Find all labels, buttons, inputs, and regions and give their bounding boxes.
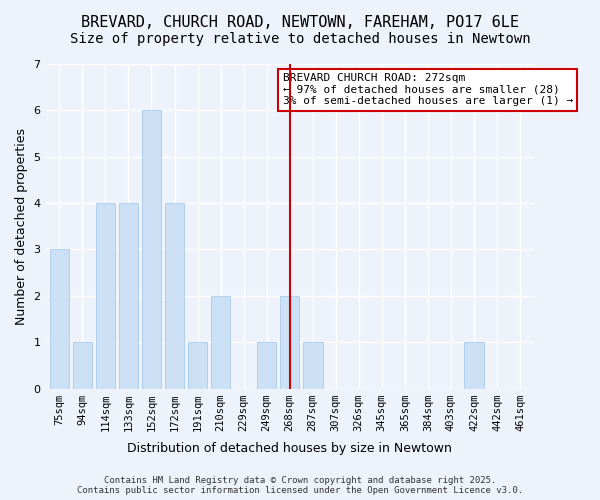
X-axis label: Distribution of detached houses by size in Newtown: Distribution of detached houses by size … bbox=[127, 442, 452, 455]
Text: BREVARD, CHURCH ROAD, NEWTOWN, FAREHAM, PO17 6LE: BREVARD, CHURCH ROAD, NEWTOWN, FAREHAM, … bbox=[81, 15, 519, 30]
Text: Contains HM Land Registry data © Crown copyright and database right 2025.
Contai: Contains HM Land Registry data © Crown c… bbox=[77, 476, 523, 495]
Bar bbox=[211, 296, 230, 388]
Bar bbox=[95, 203, 115, 388]
Bar bbox=[142, 110, 161, 388]
Bar bbox=[165, 203, 184, 388]
Bar bbox=[73, 342, 92, 388]
Text: Size of property relative to detached houses in Newtown: Size of property relative to detached ho… bbox=[70, 32, 530, 46]
Bar bbox=[464, 342, 484, 388]
Bar bbox=[257, 342, 277, 388]
Bar bbox=[188, 342, 208, 388]
Bar bbox=[119, 203, 138, 388]
Bar bbox=[303, 342, 323, 388]
Bar bbox=[280, 296, 299, 388]
Y-axis label: Number of detached properties: Number of detached properties bbox=[15, 128, 28, 325]
Bar bbox=[50, 250, 69, 388]
Text: BREVARD CHURCH ROAD: 272sqm
← 97% of detached houses are smaller (28)
3% of semi: BREVARD CHURCH ROAD: 272sqm ← 97% of det… bbox=[283, 74, 573, 106]
